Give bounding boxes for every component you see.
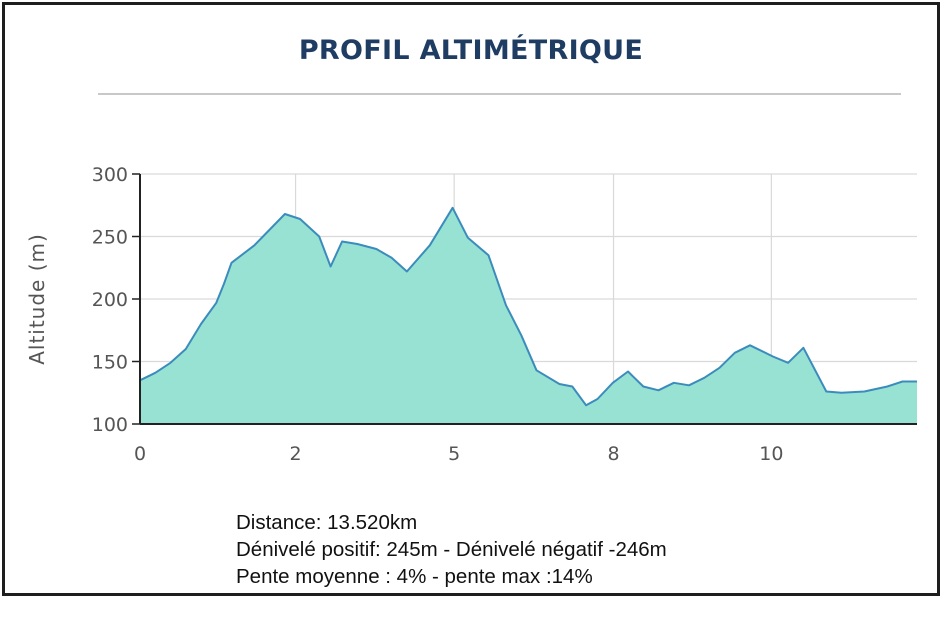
y-tick-label: 200 bbox=[92, 289, 128, 311]
y-tick-label: 100 bbox=[92, 414, 128, 436]
x-tick-label: 8 bbox=[607, 443, 619, 465]
stat-distance: Distance: 13.520km bbox=[236, 511, 418, 534]
y-axis-ticks: 100 150 200 250 300 bbox=[92, 164, 140, 436]
x-tick-label: 5 bbox=[448, 443, 460, 465]
title-divider bbox=[98, 93, 901, 95]
y-axis-label: Altitude (m) bbox=[25, 233, 49, 365]
stat-slope: Pente moyenne : 4% - pente max :14% bbox=[236, 565, 593, 588]
y-tick-label: 250 bbox=[92, 227, 128, 249]
x-tick-label: 10 bbox=[759, 443, 783, 465]
y-tick-label: 150 bbox=[92, 352, 128, 374]
x-tick-label: 2 bbox=[290, 443, 302, 465]
x-tick-label: 0 bbox=[134, 443, 146, 465]
elevation-line bbox=[139, 206, 917, 407]
chart-title: PROFIL ALTIMÉTRIQUE bbox=[298, 35, 644, 66]
x-axis-ticks: 0 2 5 8 10 bbox=[134, 443, 784, 465]
y-tick-label: 300 bbox=[92, 164, 128, 186]
stats-summary: Distance: 13.520km Dénivelé positif: 245… bbox=[236, 509, 667, 590]
elevation-area bbox=[140, 207, 917, 424]
stat-elevation-gain: Dénivelé positif: 245m - Dénivelé négati… bbox=[236, 538, 667, 561]
